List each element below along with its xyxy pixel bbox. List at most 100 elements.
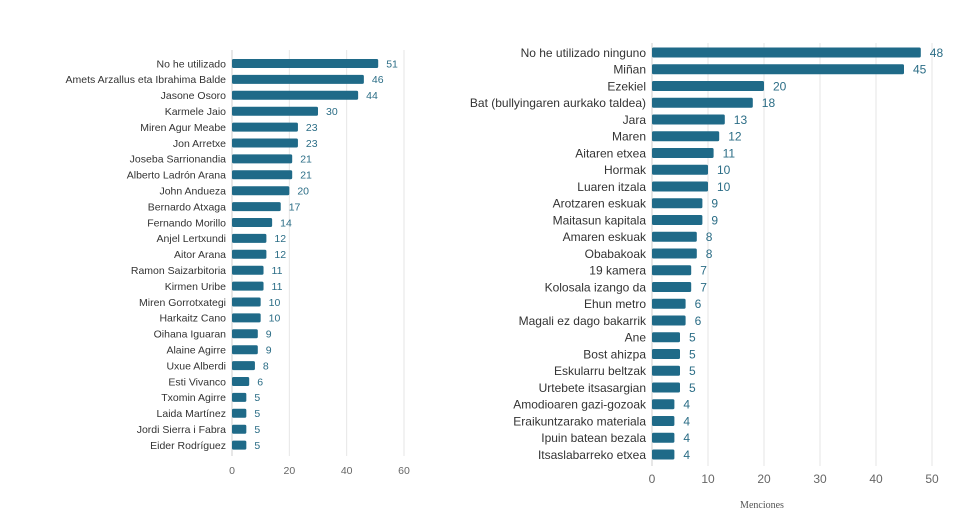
- bar: [232, 74, 364, 84]
- value-label: 5: [254, 424, 260, 436]
- value-label: 18: [762, 96, 776, 110]
- value-label: 5: [689, 331, 696, 345]
- bar: [652, 131, 720, 142]
- bar: [232, 265, 264, 275]
- bar: [652, 298, 686, 309]
- value-label: 23: [306, 138, 318, 150]
- category-label: Bost ahizpa: [583, 347, 646, 361]
- bar: [652, 332, 680, 343]
- bar: [652, 416, 675, 426]
- category-label: Ipuin batean bezala: [541, 431, 646, 445]
- value-label: 5: [689, 364, 696, 378]
- bar: [652, 349, 680, 359]
- category-label: Alaine Agirre: [166, 344, 226, 356]
- value-label: 30: [326, 106, 338, 118]
- category-label: Itsaslabarreko etxea: [538, 448, 646, 462]
- category-label: Alberto Ladrón Arana: [127, 170, 226, 182]
- bar: [232, 408, 247, 418]
- category-label: Amodioaren gazi-gozoak: [513, 398, 647, 412]
- value-label: 44: [366, 90, 378, 102]
- bar: [652, 47, 921, 58]
- value-label: 48: [930, 46, 944, 60]
- category-label: Ramon Saizarbitoria: [131, 265, 226, 277]
- x-tick-label: 30: [813, 472, 827, 486]
- value-label: 9: [266, 344, 272, 356]
- bar: [652, 148, 714, 158]
- category-label: Jasone Osoro: [161, 90, 227, 102]
- category-label: Anjel Lertxundi: [157, 233, 226, 245]
- category-label: Amets Arzallus eta Ibrahima Balde: [66, 74, 227, 86]
- value-label: 5: [254, 440, 260, 452]
- category-label: Ane: [625, 331, 647, 345]
- bar: [652, 97, 753, 108]
- value-label: 12: [274, 249, 286, 261]
- value-label: 5: [689, 381, 696, 395]
- category-label: Ehun metro: [584, 297, 646, 311]
- category-label: Amaren eskuak: [563, 230, 647, 244]
- bar: [652, 449, 675, 460]
- bar: [232, 377, 250, 386]
- value-label: 11: [272, 265, 283, 277]
- value-label: 6: [257, 376, 263, 388]
- x-tick-label: 40: [869, 472, 883, 486]
- value-label: 8: [706, 247, 713, 261]
- x-tick-label: 20: [757, 472, 771, 486]
- category-label: Maitasun kapitala: [553, 213, 647, 227]
- bar: [652, 315, 686, 326]
- category-label: Karmele Jaio: [165, 106, 226, 118]
- category-label: Urtebete itsasargian: [539, 381, 646, 395]
- category-label: Aitaren etxea: [575, 146, 646, 160]
- bar: [232, 138, 298, 148]
- value-label: 46: [372, 74, 384, 86]
- value-label: 12: [728, 130, 742, 144]
- bar: [232, 106, 318, 116]
- x-tick-label: 50: [925, 472, 939, 486]
- value-label: 21: [300, 154, 312, 166]
- category-label: Jon Arretxe: [173, 138, 226, 150]
- category-label: Fernando Morillo: [147, 217, 226, 229]
- value-label: 17: [289, 201, 301, 213]
- bar: [652, 399, 675, 410]
- category-label: Obabakoak: [585, 247, 647, 261]
- value-label: 11: [723, 146, 736, 160]
- value-label: 20: [773, 79, 787, 93]
- value-label: 10: [269, 297, 281, 309]
- value-label: 6: [695, 297, 702, 311]
- bar: [232, 154, 293, 164]
- value-label: 4: [683, 431, 690, 445]
- value-label: 12: [274, 233, 286, 245]
- value-label: 14: [280, 217, 292, 229]
- category-label: Miren Agur Meabe: [140, 122, 226, 134]
- bar: [232, 345, 258, 355]
- value-label: 8: [263, 360, 269, 372]
- x-axis-title: Menciones: [740, 500, 784, 510]
- category-label: Magali ez dago bakarrik: [519, 314, 647, 328]
- category-label: Eskularru beltzak: [554, 364, 647, 378]
- x-tick-label: 0: [229, 465, 235, 477]
- category-label: Joseba Sarrionandia: [130, 154, 226, 166]
- bar: [652, 164, 708, 175]
- category-label: Hormak: [604, 163, 647, 177]
- value-label: 4: [683, 448, 690, 462]
- bar: [652, 181, 708, 192]
- bar: [232, 90, 359, 100]
- value-label: 8: [706, 230, 713, 244]
- category-label: 19 kamera: [589, 264, 646, 278]
- value-label: 10: [717, 163, 731, 177]
- x-tick-label: 20: [283, 465, 295, 477]
- category-label: Kolosala izango da: [545, 280, 647, 294]
- bar: [232, 313, 261, 323]
- category-label: Eraikuntzarako materiala: [513, 414, 646, 428]
- bar: [232, 122, 298, 132]
- bar: [232, 59, 379, 68]
- x-tick-label: 60: [398, 465, 410, 477]
- value-label: 7: [700, 280, 707, 294]
- bar: [232, 361, 255, 371]
- category-label: Ezekiel: [607, 79, 646, 93]
- value-label: 21: [300, 170, 312, 182]
- value-label: 9: [711, 213, 718, 227]
- bar: [232, 281, 264, 291]
- bar: [652, 81, 764, 91]
- category-label: Oihana Iguaran: [154, 329, 227, 341]
- value-label: 9: [266, 329, 272, 341]
